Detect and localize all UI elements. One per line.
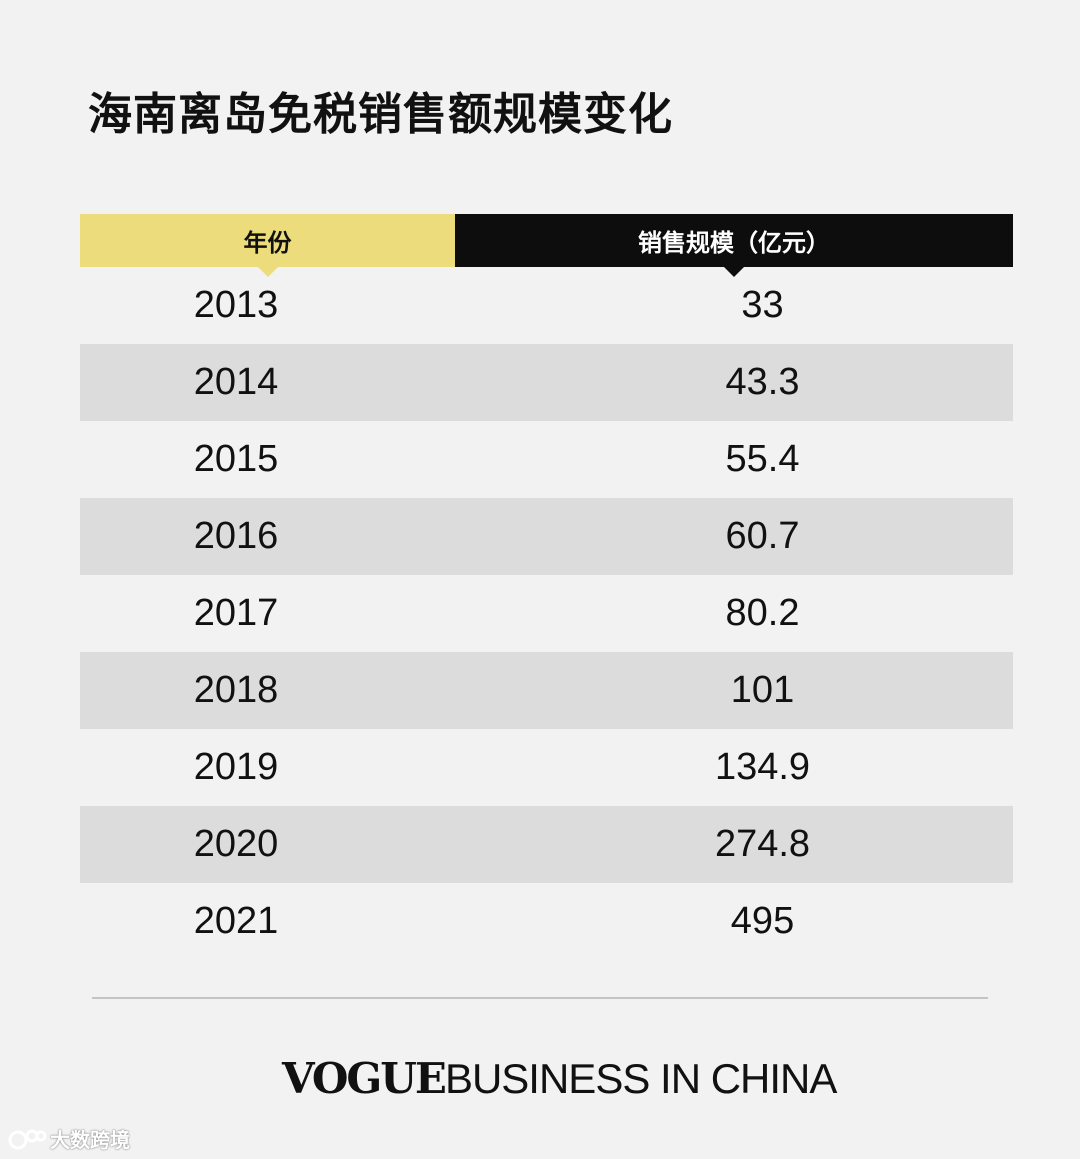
table-row: 2014 43.3 <box>80 344 1013 421</box>
watermark-text: 大数跨境 <box>50 1128 130 1152</box>
sales-table: 年份 销售规模（亿元） 2013 33 2014 43.3 2015 55.4 2016 60… <box>80 214 1013 960</box>
cell-sales-value: 43.3 <box>725 361 800 403</box>
cell-year: 2021 <box>193 900 279 942</box>
cell-year: 2018 <box>193 669 279 711</box>
table-header: 年份 销售规模（亿元） <box>80 214 1013 277</box>
cell-year: 2013 <box>193 284 279 326</box>
watermark: 大数跨境 <box>8 1124 130 1153</box>
cell-year: 2020 <box>193 823 279 865</box>
header-year-notch <box>257 267 278 277</box>
page-title: 海南离岛免税销售额规模变化 <box>88 89 673 140</box>
table-row: 2016 60.7 <box>80 498 1013 575</box>
cell-year: 2019 <box>193 746 279 788</box>
cell-sales-value: 495 <box>730 900 795 942</box>
cell-sales-value: 274.8 <box>714 823 811 865</box>
table-row: 2018 101 <box>80 652 1013 729</box>
header-sales-label: 销售规模（亿元） <box>638 229 830 257</box>
cell-year: 2016 <box>193 515 279 557</box>
cell-year: 2017 <box>193 592 279 634</box>
brand-business-in-china: BUSINESS IN CHINA <box>444 1055 837 1102</box>
cell-sales-value: 134.9 <box>714 746 811 788</box>
table-row: 2020 274.8 <box>80 806 1013 883</box>
header-year: 年份 <box>80 214 455 277</box>
cell-year: 2014 <box>193 361 279 403</box>
table-row: 2015 55.4 <box>80 421 1013 498</box>
header-sales: 销售规模（亿元） <box>455 214 1013 277</box>
header-sales-notch <box>724 267 744 277</box>
cell-sales-value: 101 <box>730 669 795 711</box>
cell-sales-value: 33 <box>741 284 784 326</box>
table-body: 2013 33 2014 43.3 2015 55.4 2016 60.7 2017 80.2 20… <box>80 267 1013 960</box>
table-row: 2017 80.2 <box>80 575 1013 652</box>
header-year-label: 年份 <box>243 229 292 257</box>
watermark-logo-icon <box>8 1129 46 1149</box>
cell-sales-value: 80.2 <box>725 592 800 634</box>
table-row: 2013 33 <box>80 267 1013 344</box>
table-row: 2019 134.9 <box>80 729 1013 806</box>
brand-logo: VOGUEBUSINESS IN CHINA <box>282 1054 837 1103</box>
cell-year: 2015 <box>193 438 279 480</box>
cell-sales-value: 55.4 <box>725 438 800 480</box>
divider <box>92 997 988 999</box>
table-row: 2021 495 <box>80 883 1013 960</box>
brand-vogue: VOGUE <box>282 1054 447 1103</box>
cell-sales-value: 60.7 <box>725 515 800 557</box>
